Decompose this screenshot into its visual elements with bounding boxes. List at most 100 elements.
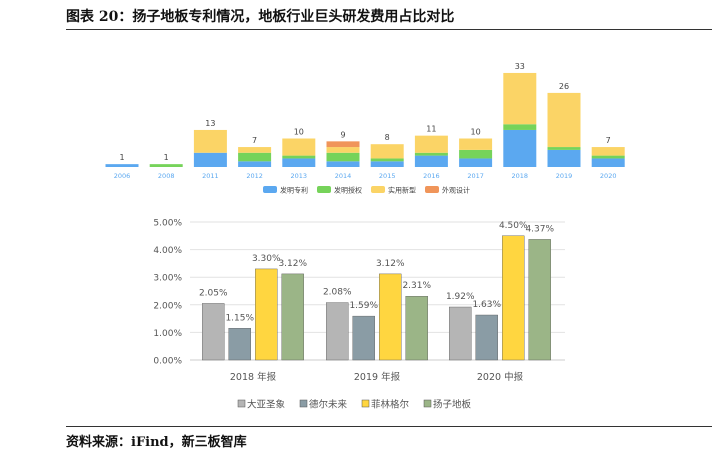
bar-segment (503, 72, 537, 125)
total-label: 10 (294, 128, 304, 137)
bar-segment (326, 147, 360, 153)
bar-segment (238, 147, 272, 153)
bar-segment (370, 158, 404, 162)
x-tick-label: 2013 (291, 172, 308, 180)
bar (202, 303, 225, 361)
bar (352, 315, 375, 361)
bar-segment (503, 124, 537, 130)
bar (502, 235, 525, 361)
bar-segment (238, 161, 272, 167)
footer-divider (66, 426, 712, 427)
total-label: 8 (385, 133, 390, 142)
bar-segment (503, 129, 537, 167)
data-label: 1.92% (446, 292, 475, 302)
bar (255, 268, 278, 361)
total-label: 26 (559, 82, 569, 91)
bar-segment (547, 149, 581, 167)
total-label: 9 (340, 130, 345, 139)
bar-segment (238, 152, 272, 162)
bar-segment (414, 155, 448, 167)
bar-segment (591, 147, 625, 156)
bar-segment (459, 138, 493, 150)
bar-segment (370, 161, 404, 167)
x-tick-label: 2020 中报 (477, 371, 524, 383)
bar (528, 239, 551, 361)
data-label: 3.12% (376, 259, 405, 269)
x-tick-label: 2015 (379, 172, 396, 180)
x-tick-label: 2019 (556, 172, 573, 180)
bar-segment (326, 152, 360, 162)
legend-label: 扬子地板 (433, 399, 472, 411)
bar (281, 273, 304, 361)
bar-segment (547, 147, 581, 150)
legend-swatch (263, 186, 277, 193)
bar-segment (282, 158, 316, 167)
data-label: 1.63% (472, 300, 501, 310)
x-tick-label: 2018 年报 (230, 371, 277, 383)
data-label: 3.12% (278, 259, 307, 269)
data-label: 4.37% (525, 224, 554, 234)
data-label: 2.08% (323, 288, 352, 298)
total-label: 10 (471, 128, 481, 137)
bar-segment (149, 164, 183, 167)
bar-segment (105, 164, 139, 167)
bar-segment (591, 158, 625, 167)
total-label: 7 (606, 136, 611, 145)
bar-segment (193, 129, 227, 153)
legend-label: 外观设计 (442, 186, 470, 195)
bar-segment (547, 92, 581, 148)
y-tick-label: 3.00% (153, 274, 182, 284)
x-tick-label: 2020 (600, 172, 617, 180)
data-label: 2.05% (199, 288, 228, 298)
total-label: 33 (515, 62, 525, 71)
legend-swatch (299, 399, 308, 408)
bar (326, 302, 349, 361)
data-label: 4.50% (499, 221, 528, 231)
x-tick-label: 2011 (202, 172, 219, 180)
bar (475, 314, 498, 361)
bar-segment (282, 138, 316, 156)
x-tick-label: 2012 (246, 172, 263, 180)
source-note: 资料来源：iFind，新三板智库 (66, 435, 247, 450)
bar-segment (326, 161, 360, 167)
bar-segment (414, 152, 448, 156)
y-tick-label: 2.00% (153, 301, 182, 311)
bar (405, 296, 428, 361)
bar (449, 306, 472, 361)
legend-label: 德尔未来 (309, 399, 348, 411)
bar-segment (370, 144, 404, 159)
legend-label: 菲林格尔 (371, 399, 410, 411)
bar-segment (193, 152, 227, 167)
legend-label: 发明授权 (334, 186, 362, 195)
y-tick-label: 4.00% (153, 246, 182, 256)
bar-segment (459, 149, 493, 159)
legend-swatch (425, 186, 439, 193)
x-tick-label: 2014 (335, 172, 352, 180)
data-label: 2.31% (402, 281, 431, 291)
legend-swatch (423, 399, 432, 408)
legend-label: 发明专利 (280, 186, 308, 195)
y-tick-label: 0.00% (153, 357, 182, 367)
legend-swatch (317, 186, 331, 193)
total-label: 7 (252, 136, 257, 145)
x-tick-label: 2019 年报 (354, 371, 401, 383)
total-label: 11 (426, 125, 436, 134)
legend-label: 大亚圣象 (247, 399, 286, 411)
figure-title: 图表 20：扬子地板专利情况，地板行业巨头研发费用占比对比 (66, 9, 455, 25)
total-label: 1 (164, 153, 169, 162)
bar (228, 328, 251, 361)
total-label: 1 (119, 153, 124, 162)
x-tick-label: 2008 (158, 172, 175, 180)
y-tick-label: 1.00% (153, 329, 182, 339)
title-divider (66, 29, 712, 30)
patent-stacked-bar-chart: 1 2006 1 2008 13 2011 7 2012 10 2013 9 2014 8 2015 11 2… (105, 62, 625, 195)
legend-label: 实用新型 (388, 186, 416, 195)
bar-segment (414, 135, 448, 153)
bar-segment (282, 155, 316, 159)
bar (379, 273, 402, 361)
x-tick-label: 2006 (114, 172, 131, 180)
data-label: 1.15% (225, 313, 254, 323)
bar-segment (459, 158, 493, 167)
y-tick-label: 5.00% (153, 219, 182, 229)
